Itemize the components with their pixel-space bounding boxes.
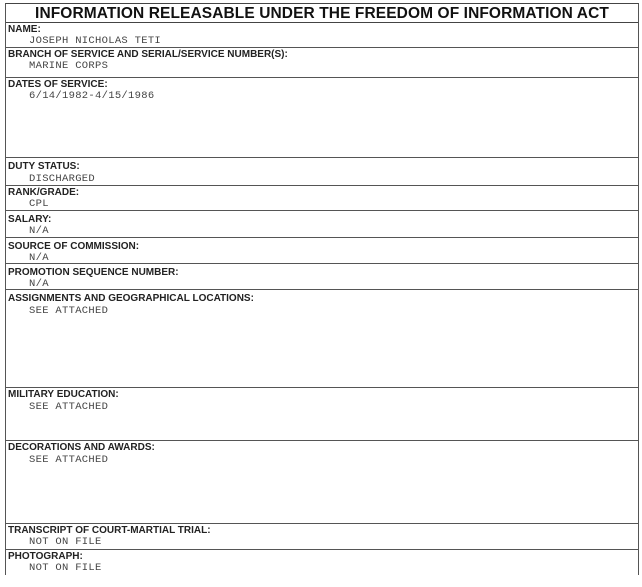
foia-form: INFORMATION RELEASABLE UNDER THE FREEDOM…: [5, 3, 639, 575]
field-court-martial-transcript: TRANSCRIPT OF COURT-MARTIAL TRIAL: NOT O…: [6, 524, 638, 550]
field-name: NAME: JOSEPH NICHOLAS TETI: [6, 23, 638, 48]
field-value: NOT ON FILE: [29, 536, 102, 548]
field-label: SALARY:: [8, 214, 52, 225]
field-value: CPL: [29, 198, 49, 210]
field-assignments: ASSIGNMENTS AND GEOGRAPHICAL LOCATIONS: …: [6, 290, 638, 388]
field-value: DISCHARGED: [29, 173, 96, 185]
field-value: N/A: [29, 225, 49, 237]
field-salary: SALARY: N/A: [6, 211, 638, 238]
field-value: SEE ATTACHED: [29, 305, 109, 317]
field-military-education: MILITARY EDUCATION: SEE ATTACHED: [6, 388, 638, 441]
field-rank-grade: RANK/GRADE: CPL: [6, 186, 638, 211]
field-duty-status: DUTY STATUS: DISCHARGED: [6, 158, 638, 186]
field-value: SEE ATTACHED: [29, 454, 109, 466]
field-label: SOURCE OF COMMISSION:: [8, 241, 140, 252]
field-value: NOT ON FILE: [29, 562, 102, 574]
field-label: PHOTOGRAPH:: [8, 551, 83, 562]
field-value: N/A: [29, 278, 49, 290]
field-value: SEE ATTACHED: [29, 401, 109, 413]
field-label: TRANSCRIPT OF COURT-MARTIAL TRIAL:: [8, 525, 211, 536]
field-branch: BRANCH OF SERVICE AND SERIAL/SERVICE NUM…: [6, 48, 638, 78]
field-value: JOSEPH NICHOLAS TETI: [29, 35, 162, 47]
field-label: NAME:: [8, 24, 41, 35]
field-value: N/A: [29, 252, 49, 264]
field-dates-of-service: DATES OF SERVICE: 6/14/1982-4/15/1986: [6, 78, 638, 158]
field-label: DATES OF SERVICE:: [8, 79, 108, 90]
field-value: 6/14/1982-4/15/1986: [29, 90, 155, 102]
field-label: RANK/GRADE:: [8, 187, 80, 198]
field-label: DECORATIONS AND AWARDS:: [8, 442, 155, 453]
field-label: DUTY STATUS:: [8, 161, 80, 172]
field-value: MARINE CORPS: [29, 60, 109, 72]
field-photograph: PHOTOGRAPH: NOT ON FILE: [6, 550, 638, 575]
field-promotion-sequence: PROMOTION SEQUENCE NUMBER: N/A: [6, 264, 638, 290]
field-label: BRANCH OF SERVICE AND SERIAL/SERVICE NUM…: [8, 49, 288, 60]
field-label: PROMOTION SEQUENCE NUMBER:: [8, 267, 179, 278]
field-label: MILITARY EDUCATION:: [8, 389, 119, 400]
form-title: INFORMATION RELEASABLE UNDER THE FREEDOM…: [6, 4, 638, 23]
field-source-of-commission: SOURCE OF COMMISSION: N/A: [6, 238, 638, 264]
field-label: ASSIGNMENTS AND GEOGRAPHICAL LOCATIONS:: [8, 293, 254, 304]
field-decorations-awards: DECORATIONS AND AWARDS: SEE ATTACHED: [6, 441, 638, 524]
